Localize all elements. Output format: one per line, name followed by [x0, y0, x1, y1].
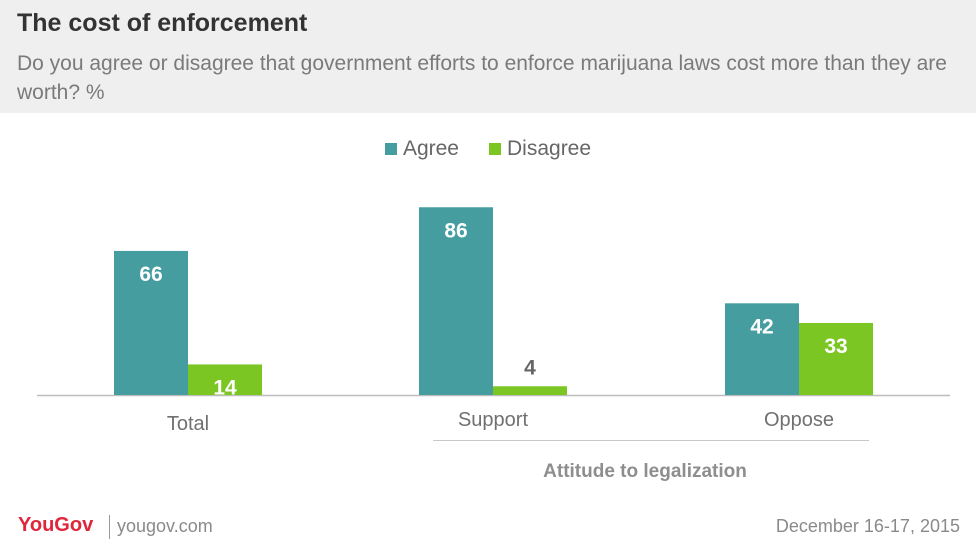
footer-date: December 16-17, 2015: [775, 516, 960, 536]
bar-disagree-total: [188, 364, 262, 395]
legend-label-disagree: Disagree: [507, 137, 592, 160]
bar-agree-total: [114, 250, 188, 395]
bar-disagree-oppose: [799, 322, 873, 395]
chart-title: The cost of enforcement: [17, 9, 308, 37]
bar-agree-oppose: [725, 303, 799, 395]
data-label-disagree-support: 4: [524, 356, 536, 379]
legend-item-disagree: Disagree: [489, 136, 591, 162]
category-label-support: Support: [458, 409, 528, 431]
chart-header: The cost of enforcement Do you agree or …: [0, 0, 976, 113]
footer-divider: [109, 515, 110, 539]
category-label-oppose: Oppose: [764, 409, 834, 431]
data-label-agree-oppose: 42: [750, 315, 773, 338]
data-label-agree-total: 66: [139, 263, 162, 286]
legend-swatch-disagree: [489, 143, 501, 155]
bar-agree-support: [419, 207, 493, 395]
chart-legend: Agree Disagree: [0, 136, 976, 162]
data-label-disagree-oppose: 33: [824, 335, 847, 358]
group-label: Attitude to legalization: [543, 461, 747, 482]
bar-disagree-support: [493, 386, 567, 395]
legend-item-agree: Agree: [384, 136, 459, 162]
category-label-total: Total: [167, 413, 209, 435]
footer-site: yougov.com: [117, 516, 213, 536]
data-label-agree-support: 86: [444, 219, 467, 242]
legend-label-agree: Agree: [402, 137, 459, 160]
yougov-logo: YouGov: [18, 514, 94, 536]
data-label-disagree-total: 14: [213, 376, 237, 399]
chart-subtitle: Do you agree or disagree that government…: [17, 52, 947, 104]
legend-swatch-agree: [384, 143, 397, 155]
